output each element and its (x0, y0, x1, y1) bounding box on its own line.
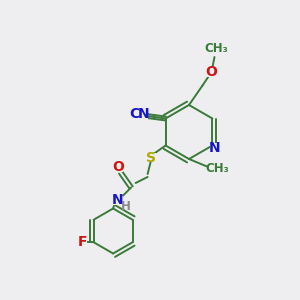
Text: C: C (130, 107, 140, 121)
Bar (206, 67, 217, 77)
Text: CH₃: CH₃ (206, 161, 230, 175)
Text: N: N (137, 107, 149, 121)
Bar (130, 109, 140, 119)
Text: N: N (112, 194, 123, 207)
Bar (210, 143, 220, 153)
Bar (206, 44, 226, 53)
Bar (207, 163, 228, 173)
Text: S: S (146, 151, 156, 164)
Text: O: O (206, 65, 218, 79)
Bar (113, 162, 123, 172)
Text: O: O (112, 160, 124, 174)
Bar (78, 237, 88, 247)
Bar (113, 196, 123, 205)
Bar (146, 153, 156, 162)
Text: N: N (209, 141, 220, 155)
Text: CH₃: CH₃ (204, 42, 228, 55)
Bar (138, 109, 148, 119)
Text: F: F (78, 235, 87, 249)
Text: H: H (121, 200, 131, 213)
